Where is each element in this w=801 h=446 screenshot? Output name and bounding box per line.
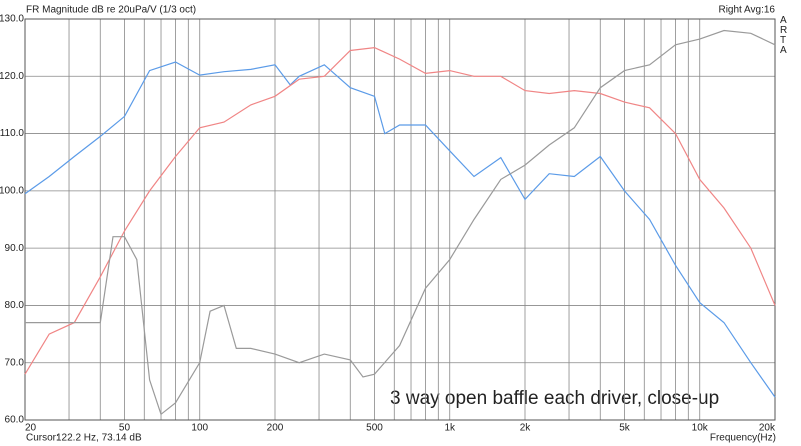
y-tick-label: 80.0: [5, 300, 25, 311]
y-tick-label: 90.0: [5, 243, 25, 254]
x-tick-label: 1k: [444, 423, 456, 434]
x-tick-label: 200: [267, 423, 284, 434]
x-axis-label: Frequency(Hz): [710, 433, 776, 444]
y-tick-label: 100.0: [0, 185, 24, 196]
y-tick-label: 120.0: [0, 71, 24, 82]
chart-title: FR Magnitude dB re 20uPa/V (1/3 oct): [26, 5, 196, 16]
x-tick-label: 10k: [692, 423, 709, 434]
x-tick-label: 20k: [759, 423, 776, 434]
y-tick-label: 110.0: [0, 128, 24, 139]
annotation: 3 way open baffle each driver, close-up: [390, 388, 719, 409]
y-tick-label: 130.0: [0, 14, 24, 25]
plot-frame: [24, 18, 776, 421]
x-tick-label: 5k: [619, 423, 631, 434]
x-tick-label: 500: [366, 423, 383, 434]
y-tick-label: 70.0: [5, 357, 25, 368]
x-tick-label: 20: [25, 423, 37, 434]
series-line: [24, 61, 776, 398]
top-right-label: Right Avg:16: [718, 5, 775, 16]
cursor-value: 122.2 Hz, 73.14 dB: [56, 433, 142, 444]
cursor-label: Cursor:: [26, 433, 59, 444]
series-line: [25, 29, 776, 416]
x-tick-label: 2k: [520, 423, 532, 434]
x-tick-label: 100: [191, 423, 208, 434]
x-tick-label: 50: [119, 423, 131, 434]
series-line: [24, 46, 776, 375]
y-tick-label: 60.0: [5, 415, 25, 426]
